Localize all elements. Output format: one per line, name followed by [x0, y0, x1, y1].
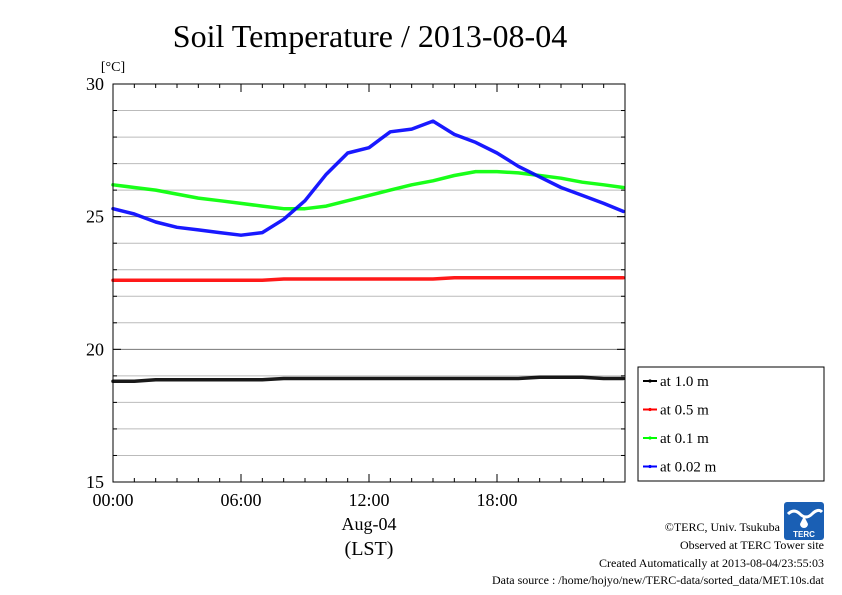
footer-observed: Observed at TERC Tower site [679, 538, 824, 552]
legend-box [637, 366, 825, 482]
grid-lines [113, 110, 625, 456]
y-axis-label: [°C] [101, 60, 125, 75]
x-tick-labels: 00:00 06:00 12:00 18:00 [92, 490, 517, 510]
x-tick-label: 12:00 [348, 490, 389, 510]
y-tick-labels: 15 20 25 30 [86, 74, 104, 492]
legend-label-at-0-1-m: at 0.1 m [660, 431, 709, 447]
legend-marker-at-0-5-m [648, 407, 652, 412]
axis-ticks [112, 83, 626, 483]
x-tick-label: 00:00 [92, 490, 133, 510]
legend-label-at-1-0-m: at 1.0 m [660, 374, 709, 390]
y-tick-label: 30 [86, 74, 104, 94]
plot-frame [112, 83, 626, 483]
series-line-at-0-5-m [111, 275, 625, 283]
y-tick-label: 25 [86, 207, 104, 227]
footer-created: Created Automatically at 2013-08-04/23:5… [599, 556, 824, 570]
chart-title: Soil Temperature / 2013-08-04 [173, 18, 567, 54]
x-tick-label: 06:00 [220, 490, 261, 510]
x-axis-label: (LST) [345, 538, 394, 560]
legend-marker-at-1-0-m [648, 379, 652, 383]
series-line-at-0-02-m [111, 119, 625, 237]
x-tick-label: 18:00 [476, 490, 517, 510]
legend: at 1.0 m at 0.5 m at 0.1 m at 0.02 m [637, 366, 825, 482]
legend-label-at-0-5-m: at 0.5 m [660, 403, 709, 419]
logo: TERC [784, 502, 824, 540]
footer-copyright: ©TERC, Univ. Tsukuba [664, 520, 780, 534]
terc-logo-icon: TERC [784, 502, 824, 540]
series-line-at-1-0-m [111, 375, 625, 383]
y-tick-label: 20 [86, 339, 104, 359]
legend-marker-at-0-1-m [648, 436, 652, 440]
legend-marker-at-0-02-m [648, 464, 652, 469]
x-date-label: Aug-04 [342, 514, 397, 534]
series-layer [111, 119, 625, 383]
logo-text: TERC [793, 530, 815, 539]
footer-source: Data source : /home/hojyo/new/TERC-data/… [491, 573, 824, 587]
legend-label-at-0-02-m: at 0.02 m [660, 460, 717, 476]
y-tick-label: 15 [86, 472, 104, 492]
